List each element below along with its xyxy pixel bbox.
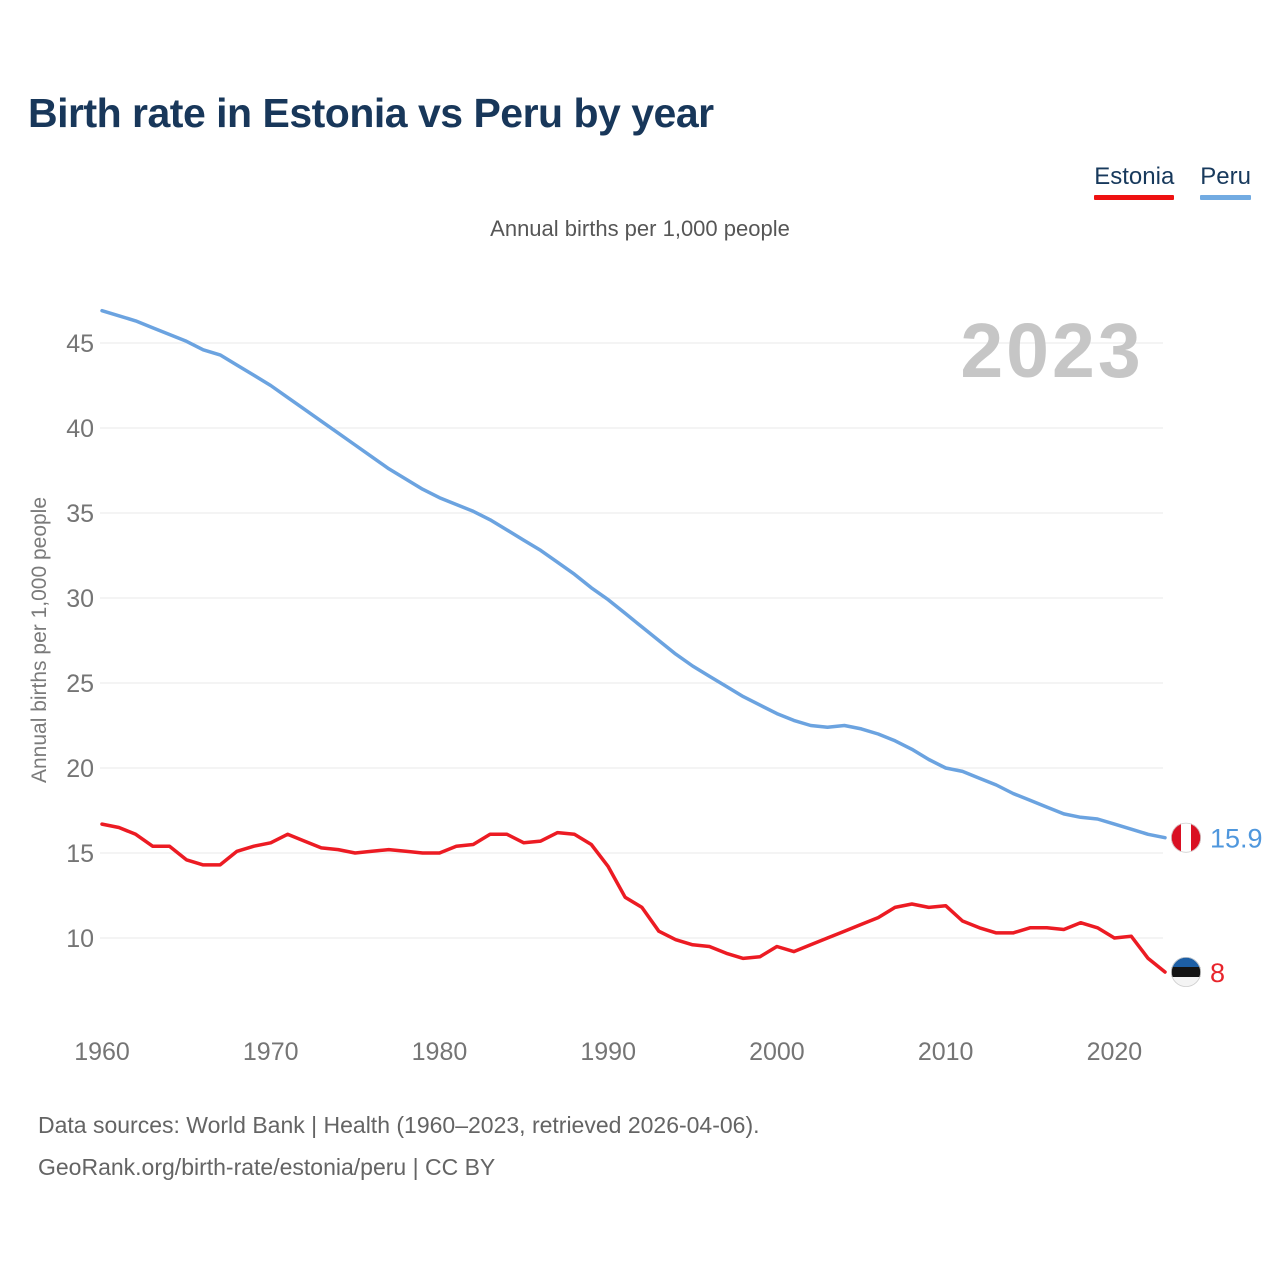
y-tick-label: 35 (66, 500, 94, 528)
x-tick-label: 1990 (580, 1038, 636, 1066)
x-tick-label: 1980 (412, 1038, 468, 1066)
x-axis-ticks: 1960 1970 1980 1990 2000 2010 2020 (74, 1038, 1142, 1066)
peru-flag-icon (1170, 822, 1202, 853)
y-tick-label: 40 (66, 415, 94, 443)
estonia-line (100, 822, 1167, 974)
y-tick-label: 25 (66, 670, 94, 698)
watermark-year: 2023 (960, 308, 1143, 394)
x-tick-label: 2010 (918, 1038, 974, 1066)
peru-end-value: 15.9 (1210, 824, 1263, 854)
page-title: Birth rate in Estonia vs Peru by year (28, 90, 714, 136)
chart-subtitle: Annual births per 1,000 people (490, 216, 790, 241)
x-tick-label: 2000 (749, 1038, 805, 1066)
legend-item-peru[interactable]: Peru (1200, 163, 1251, 200)
legend-item-estonia[interactable]: Estonia (1094, 163, 1175, 200)
legend-underline-peru (1200, 195, 1251, 200)
footer: Data sources: World Bank | Health (1960–… (38, 1104, 760, 1188)
footer-attribution: GeoRank.org/birth-rate/estonia/peru | CC… (38, 1154, 496, 1180)
legend-underline-estonia (1094, 195, 1175, 200)
peru-line (100, 308, 1167, 840)
estonia-end-value: 8 (1210, 958, 1225, 988)
y-tick-label: 20 (66, 755, 94, 783)
legend: Estonia Peru (1094, 163, 1251, 200)
x-tick-label: 1970 (243, 1038, 299, 1066)
y-axis-ticks: 10 15 20 25 30 35 40 45 (66, 330, 94, 953)
y-tick-label: 30 (66, 585, 94, 613)
y-axis-title: Annual births per 1,000 people (28, 497, 51, 783)
y-tick-label: 10 (66, 925, 94, 953)
legend-label-peru: Peru (1200, 163, 1251, 190)
estonia-flag-icon (1170, 956, 1202, 988)
gridlines (100, 342, 1163, 939)
y-tick-label: 15 (66, 840, 94, 868)
x-tick-label: 1960 (74, 1038, 130, 1066)
legend-label-estonia: Estonia (1094, 163, 1175, 190)
footer-sources: Data sources: World Bank | Health (1960–… (38, 1112, 760, 1138)
x-tick-label: 2020 (1087, 1038, 1143, 1066)
y-tick-label: 45 (66, 330, 94, 358)
